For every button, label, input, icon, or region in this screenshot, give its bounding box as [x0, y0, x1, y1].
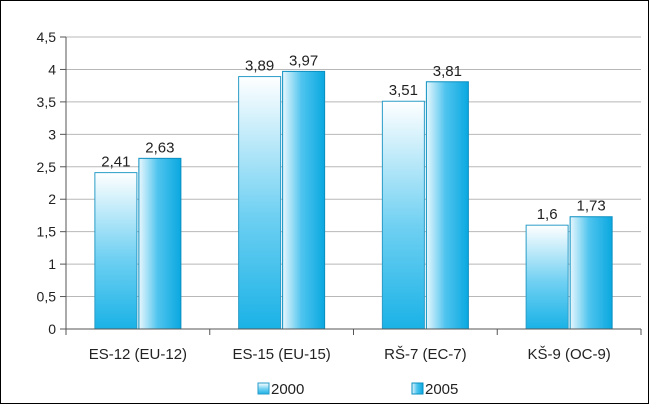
bars: [94, 70, 613, 330]
y-tick-label: 2: [48, 191, 56, 207]
y-tick-label: 3: [48, 126, 56, 142]
x-category-label: RŠ-7 (EC-7): [384, 346, 467, 363]
bar-2000-2: [238, 76, 282, 330]
data-label: 3,51: [389, 82, 418, 99]
x-category-label: KŠ-9 (OC-9): [527, 346, 610, 363]
data-label: 1,6: [537, 206, 558, 223]
legend-swatch-2000: [257, 382, 270, 395]
y-tick-label: 4: [48, 61, 56, 77]
data-label: 2,63: [145, 139, 174, 156]
y-tick-label: 2,5: [37, 159, 57, 175]
y-tick-label: 0: [48, 321, 56, 337]
bar-2005-2: [282, 70, 326, 330]
bar-2000-3: [381, 100, 425, 330]
data-label: 3,97: [289, 52, 318, 69]
legend-swatch-2005: [411, 382, 424, 395]
bar-2005-1: [138, 157, 182, 330]
x-axis-category-labels: ES-12 (EU-12) ES-15 (EU-15) RŠ-7 (EC-7) KŠ-…: [65, 329, 642, 363]
data-label: 3,89: [245, 58, 274, 75]
y-tick-label: 1,5: [37, 224, 57, 240]
y-tick-label: 4,5: [37, 29, 57, 45]
y-axis-tick-labels: 0 0,5 1 1,5 2 2,5 3 3,5 4 4,5: [37, 29, 66, 337]
bar-2000-1: [94, 172, 138, 330]
bar-2005-3: [425, 81, 469, 330]
y-tick-label: 1: [48, 256, 56, 272]
bar-2005-4: [569, 216, 613, 330]
data-label: 3,81: [433, 63, 462, 80]
x-category-label: ES-12 (EU-12): [89, 346, 187, 363]
legend-label: 2000: [271, 381, 304, 398]
x-category-label: ES-15 (EU-15): [232, 346, 330, 363]
bar-2000-4: [525, 224, 569, 330]
legend: 2000 2005: [257, 381, 458, 398]
data-label: 2,41: [101, 154, 130, 171]
y-tick-label: 3,5: [37, 94, 57, 110]
legend-label: 2005: [425, 381, 458, 398]
data-labels: 2,41 2,63 3,89 3,97 3,51 3,81 1,6 1,73: [101, 52, 605, 223]
data-label: 1,73: [577, 198, 606, 215]
y-tick-label: 0,5: [37, 289, 57, 305]
